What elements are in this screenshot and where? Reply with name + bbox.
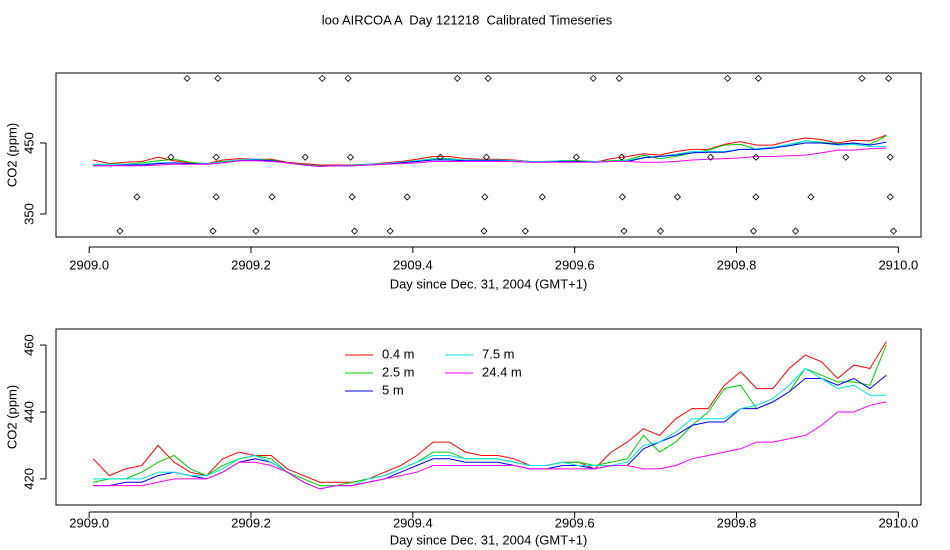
plot-box — [55, 72, 922, 238]
point — [453, 74, 461, 82]
point — [618, 153, 626, 161]
y-tick-label: 440 — [21, 401, 36, 423]
series-line — [92, 341, 887, 483]
point — [889, 227, 898, 235]
point — [167, 153, 175, 161]
legend-label: 7.5 m — [482, 346, 515, 361]
y-axis-label: CO2 (ppm) — [4, 123, 19, 187]
plot-area — [93, 74, 898, 235]
series-line — [93, 134, 887, 166]
point — [183, 74, 191, 82]
point — [886, 153, 894, 161]
point — [480, 227, 488, 235]
point — [885, 74, 893, 82]
series-line — [93, 147, 887, 167]
point — [752, 153, 760, 161]
point — [212, 193, 220, 201]
series-line — [93, 367, 887, 490]
point — [538, 193, 546, 201]
x-tick-label: 2909.8 — [717, 515, 757, 530]
legend-label: 24.4 m — [482, 364, 522, 379]
x-axis-label: Day since Dec. 31, 2004 (GMT+1) — [390, 276, 588, 291]
x-tick-label: 2909.4 — [393, 515, 433, 530]
point — [212, 153, 220, 161]
y-tick-label: 420 — [21, 468, 36, 490]
point — [724, 74, 732, 82]
x-tick-label: 2909.2 — [231, 257, 271, 272]
point — [620, 227, 628, 235]
point — [348, 193, 356, 201]
point — [482, 153, 491, 161]
point — [484, 74, 492, 82]
point — [618, 193, 626, 201]
point — [707, 153, 715, 161]
y-tick-label: 450 — [21, 132, 36, 154]
point — [807, 193, 815, 201]
point — [301, 153, 309, 161]
point — [749, 227, 758, 235]
point — [589, 74, 597, 82]
point — [858, 74, 866, 82]
y-tick-label: 350 — [21, 203, 36, 225]
x-tick-label: 2910.0 — [878, 257, 918, 272]
point — [214, 74, 222, 82]
x-tick-label: 2909.0 — [69, 257, 109, 272]
x-tick-label: 2909.2 — [231, 515, 271, 530]
point — [268, 193, 276, 201]
point — [346, 153, 355, 161]
point — [344, 74, 352, 82]
x-tick-label: 2909.6 — [555, 515, 595, 530]
series-line — [93, 401, 887, 490]
x-tick-label: 2909.4 — [393, 257, 433, 272]
x-tick-label: 2909.8 — [717, 257, 757, 272]
point — [673, 193, 682, 201]
x-tick-label: 2909.6 — [555, 257, 595, 272]
series-line — [93, 140, 887, 167]
x-axis-label: Day since Dec. 31, 2004 (GMT+1) — [390, 532, 588, 547]
point — [403, 193, 411, 201]
point — [656, 227, 665, 235]
x-tick-label: 2909.0 — [69, 515, 109, 530]
x-tick-label: 2910.0 — [878, 515, 918, 530]
point — [754, 74, 762, 82]
point — [842, 153, 850, 161]
point — [615, 74, 623, 82]
legend-label: 2.5 m — [382, 364, 415, 379]
point — [436, 153, 444, 161]
point — [318, 74, 326, 82]
point — [386, 227, 394, 235]
y-axis-label: CO2 (ppm) — [4, 385, 19, 449]
point — [209, 227, 217, 235]
plot-box — [55, 328, 922, 506]
point — [116, 227, 124, 235]
point — [572, 153, 580, 161]
point — [481, 193, 489, 201]
plot-area — [92, 341, 887, 490]
point — [351, 227, 359, 235]
point — [886, 193, 894, 201]
point — [133, 193, 141, 201]
y-tick-label: 460 — [21, 334, 36, 356]
point — [521, 227, 529, 235]
legend-label: 0.4 m — [382, 346, 415, 361]
chart-title: loo AIRCOA A Day 121218 Calibrated Times… — [322, 12, 613, 27]
point — [792, 227, 800, 235]
legend-label: 5 m — [382, 382, 404, 397]
point — [252, 227, 260, 235]
point — [752, 193, 760, 201]
